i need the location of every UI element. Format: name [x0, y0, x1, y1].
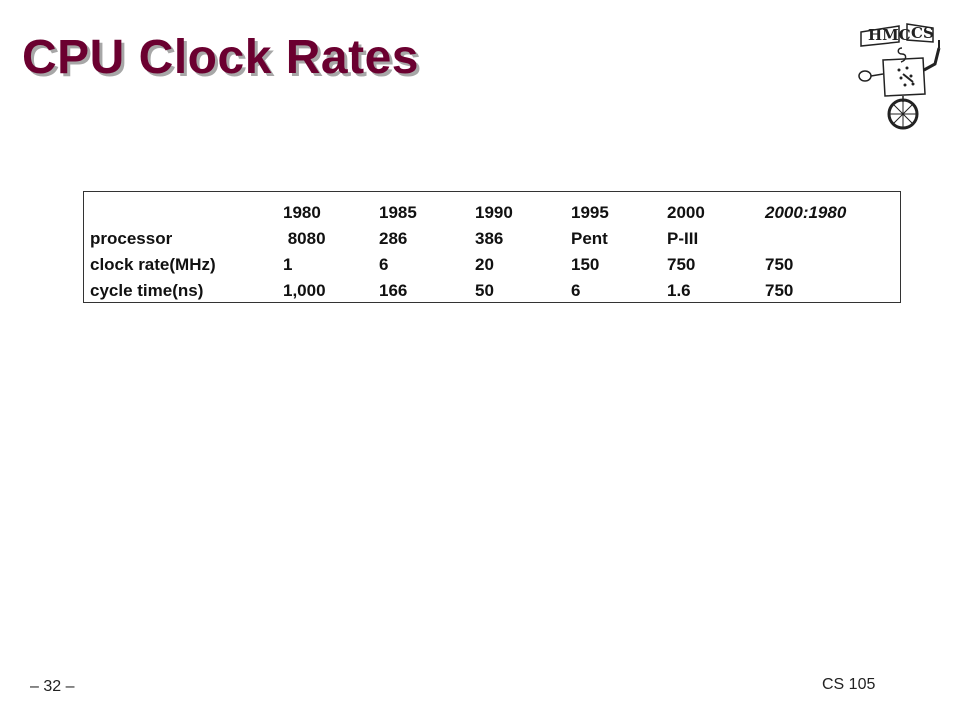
table-cell: P-III: [667, 229, 699, 248]
table-cell: Pent: [571, 229, 608, 248]
header-cell-2000: 2000: [667, 203, 705, 222]
course-label: CS 105: [822, 676, 876, 693]
table-row-processor: processor 8080 286 386 Pent P-III: [90, 226, 875, 252]
row-label: clock rate(MHz): [90, 255, 216, 274]
header-cell: [90, 200, 283, 226]
table-header-row: 1980 1985 1990 1995 2000 2000:1980: [90, 200, 875, 226]
table-cell: 750: [667, 255, 696, 274]
page-number: – 32 –: [30, 678, 75, 695]
table-cell: 1.6: [667, 281, 691, 300]
logo-text-hmc: HMC: [868, 26, 911, 44]
clock-rate-table-frame: 1980 1985 1990 1995 2000 2000:1980 proce…: [83, 191, 901, 303]
header-cell-1985: 1985: [379, 203, 417, 222]
table-cell: 386: [475, 229, 504, 248]
table-cell: 166: [379, 281, 408, 300]
table-cell: 750: [765, 281, 794, 300]
table-cell: 150: [571, 255, 600, 274]
header-cell-1980: 1980: [283, 203, 321, 222]
table-row-cycle-time: cycle time(ns) 1,000 166 50 6 1.6 750: [90, 278, 875, 304]
header-cell-1990: 1990: [475, 203, 513, 222]
table-cell: 6: [571, 281, 581, 300]
table-row-clock-rate: clock rate(MHz) 1 6 20 150 750 750: [90, 252, 875, 278]
logo-text-cs: CS: [911, 24, 934, 42]
header-cell-ratio: 2000:1980: [765, 203, 847, 222]
table-cell: 6: [379, 255, 389, 274]
table-cell: 20: [475, 255, 494, 274]
hmc-cs-robot-logo: HMC CS: [855, 18, 945, 133]
table-cell: 50: [475, 281, 494, 300]
table-cell: 750: [765, 255, 794, 274]
header-cell-1995: 1995: [571, 203, 609, 222]
clock-rate-table: 1980 1985 1990 1995 2000 2000:1980 proce…: [90, 200, 875, 304]
robot-logo-icon: [858, 23, 941, 130]
table-cell: [765, 226, 875, 252]
table-cell: 8080: [283, 229, 326, 248]
row-label: processor: [90, 229, 173, 248]
slide-title: CPU Clock Rates: [22, 31, 419, 84]
table-cell: 1,000: [283, 281, 326, 300]
row-label: cycle time(ns): [90, 281, 204, 300]
table-cell: 286: [379, 229, 408, 248]
table-cell: 1: [283, 255, 293, 274]
